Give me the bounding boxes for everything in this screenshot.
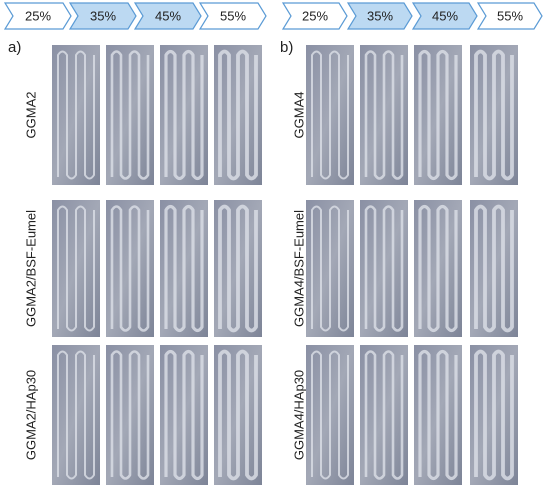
step-arrow	[281, 2, 348, 30]
row-label: GGMA2	[23, 92, 38, 139]
scaffold-filament	[474, 349, 514, 481]
scaffold-filament	[110, 205, 150, 332]
step-label: 25%	[25, 8, 51, 23]
panel-label: a)	[8, 39, 21, 56]
scaffold-filament	[218, 349, 258, 481]
step-arrow	[411, 2, 478, 30]
scaffold-filament	[164, 49, 204, 181]
scaffold-filament	[474, 204, 514, 333]
scaffold-filament	[164, 204, 204, 333]
scaffold-filament	[474, 49, 514, 181]
scaffold-filament	[57, 350, 95, 480]
row-label: GGMA2/HAp30	[23, 370, 38, 460]
row-label: GGMA4/BSF-Eumel	[291, 210, 306, 327]
scaffold-filament	[311, 50, 349, 180]
step-label: 35%	[90, 8, 116, 23]
scaffold-filament	[164, 349, 204, 481]
row-label: GGMA2/BSF-Eumel	[23, 210, 38, 327]
step-label: 55%	[220, 8, 246, 23]
step-label: 35%	[367, 8, 393, 23]
scaffold-filament	[364, 205, 404, 332]
scaffold-filament	[218, 49, 258, 181]
scaffold-filament	[364, 350, 404, 480]
step-arrow	[476, 2, 543, 30]
step-arrow	[68, 2, 137, 30]
scaffold-filament	[418, 49, 458, 181]
step-arrow	[198, 2, 267, 30]
step-label: 45%	[155, 8, 181, 23]
scaffold-filament	[364, 50, 404, 180]
scaffold-filament	[418, 204, 458, 333]
scaffold-filament	[57, 205, 95, 332]
row-label: GGMA4	[291, 92, 306, 139]
scaffold-filament	[110, 50, 150, 180]
scaffold-filament	[57, 50, 95, 180]
scaffold-filament	[418, 349, 458, 481]
step-label: 45%	[432, 8, 458, 23]
row-label: GGMA4/HAp30	[291, 370, 306, 460]
step-arrow	[3, 2, 72, 30]
step-label: 25%	[302, 8, 328, 23]
step-arrow	[133, 2, 202, 30]
scaffold-filament	[218, 204, 258, 333]
panel-label: b)	[280, 39, 293, 56]
scaffold-filament	[311, 205, 349, 332]
step-arrow	[346, 2, 413, 30]
step-label: 55%	[497, 8, 523, 23]
scaffold-filament	[311, 350, 349, 480]
scaffold-filament	[110, 350, 150, 480]
